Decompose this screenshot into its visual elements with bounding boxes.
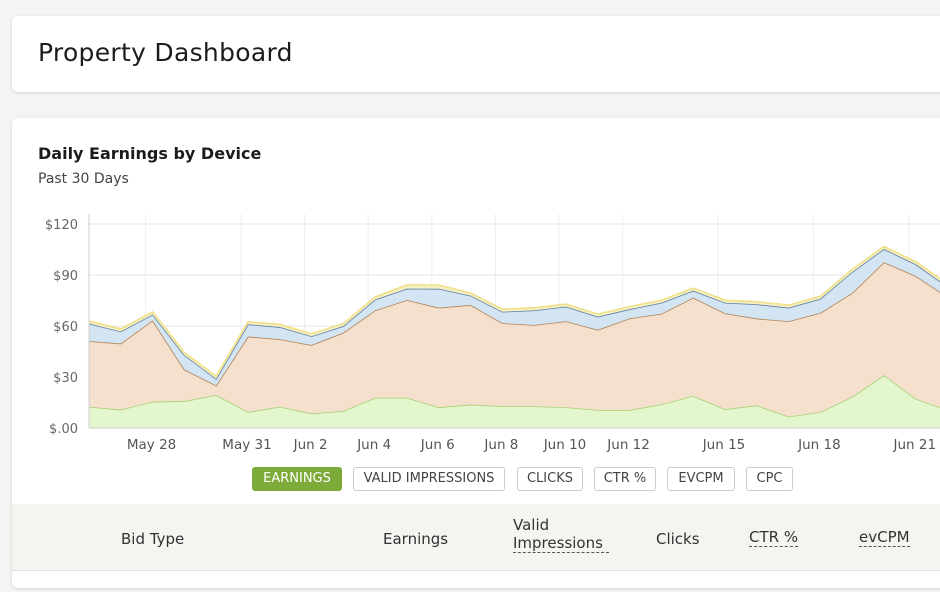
x-tick-label: Jun 2 (293, 437, 328, 453)
page-title: Property Dashboard (38, 38, 293, 67)
x-tick-label: Jun 21 (893, 437, 937, 453)
x-tick-label: May 28 (127, 437, 176, 453)
header-card: Property Dashboard (12, 16, 940, 92)
x-tick-label: Jun 18 (797, 437, 841, 453)
y-tick-label: $60 (53, 320, 78, 335)
x-tick-label: Jun 10 (543, 437, 587, 453)
column-evcpm[interactable]: evCPM (859, 528, 910, 547)
chart-title: Daily Earnings by Device (38, 144, 262, 163)
x-tick-label: Jun 15 (702, 437, 746, 453)
series-line-4 (88, 245, 940, 378)
earnings-area-chart: $120 $90 $60 $30 $.00 May 28 May 31 Jun 2 Jun 4 J… (45, 214, 940, 453)
chart-subtitle: Past 30 Days (38, 171, 129, 187)
table-header-row: Bid Type Earnings Valid Impressions Clic… (12, 504, 940, 571)
column-ctr[interactable]: CTR % (749, 528, 799, 547)
column-clicks[interactable]: Clicks (656, 530, 700, 548)
series-area-1 (89, 375, 940, 428)
x-tick-label: May 31 (222, 437, 271, 453)
metric-tab-valid-impressions[interactable]: VALID IMPRESSIONS (353, 467, 505, 491)
series-area-3 (89, 248, 940, 386)
x-tick-label: Jun 8 (483, 437, 518, 453)
y-tick-label: $.00 (49, 422, 78, 437)
earnings-chart-card: Daily Earnings by Device Past 30 Days $1… (12, 118, 940, 588)
y-tick-label: $120 (45, 218, 78, 233)
y-tick-label: $90 (53, 269, 78, 284)
metric-tab-evcpm[interactable]: EVCPM (667, 467, 735, 491)
series-line-2 (88, 261, 940, 387)
x-tick-label: Jun 4 (356, 437, 391, 453)
metric-tab-clicks[interactable]: CLICKS (517, 467, 583, 491)
series-area-2 (89, 262, 940, 417)
x-tick-label: Jun 12 (606, 437, 650, 453)
column-valid-impressions[interactable]: Valid Impressions (513, 516, 609, 553)
column-earnings[interactable]: Earnings (383, 530, 449, 548)
x-tick-label: Jun 6 (420, 437, 455, 453)
y-tick-label: $30 (53, 371, 78, 386)
metric-tab-earnings[interactable]: EARNINGS (252, 467, 342, 491)
metric-tab-cpc[interactable]: CPC (746, 467, 793, 491)
metric-tab-ctr[interactable]: CTR % (594, 467, 656, 491)
column-bid-type[interactable]: Bid Type (121, 530, 185, 548)
